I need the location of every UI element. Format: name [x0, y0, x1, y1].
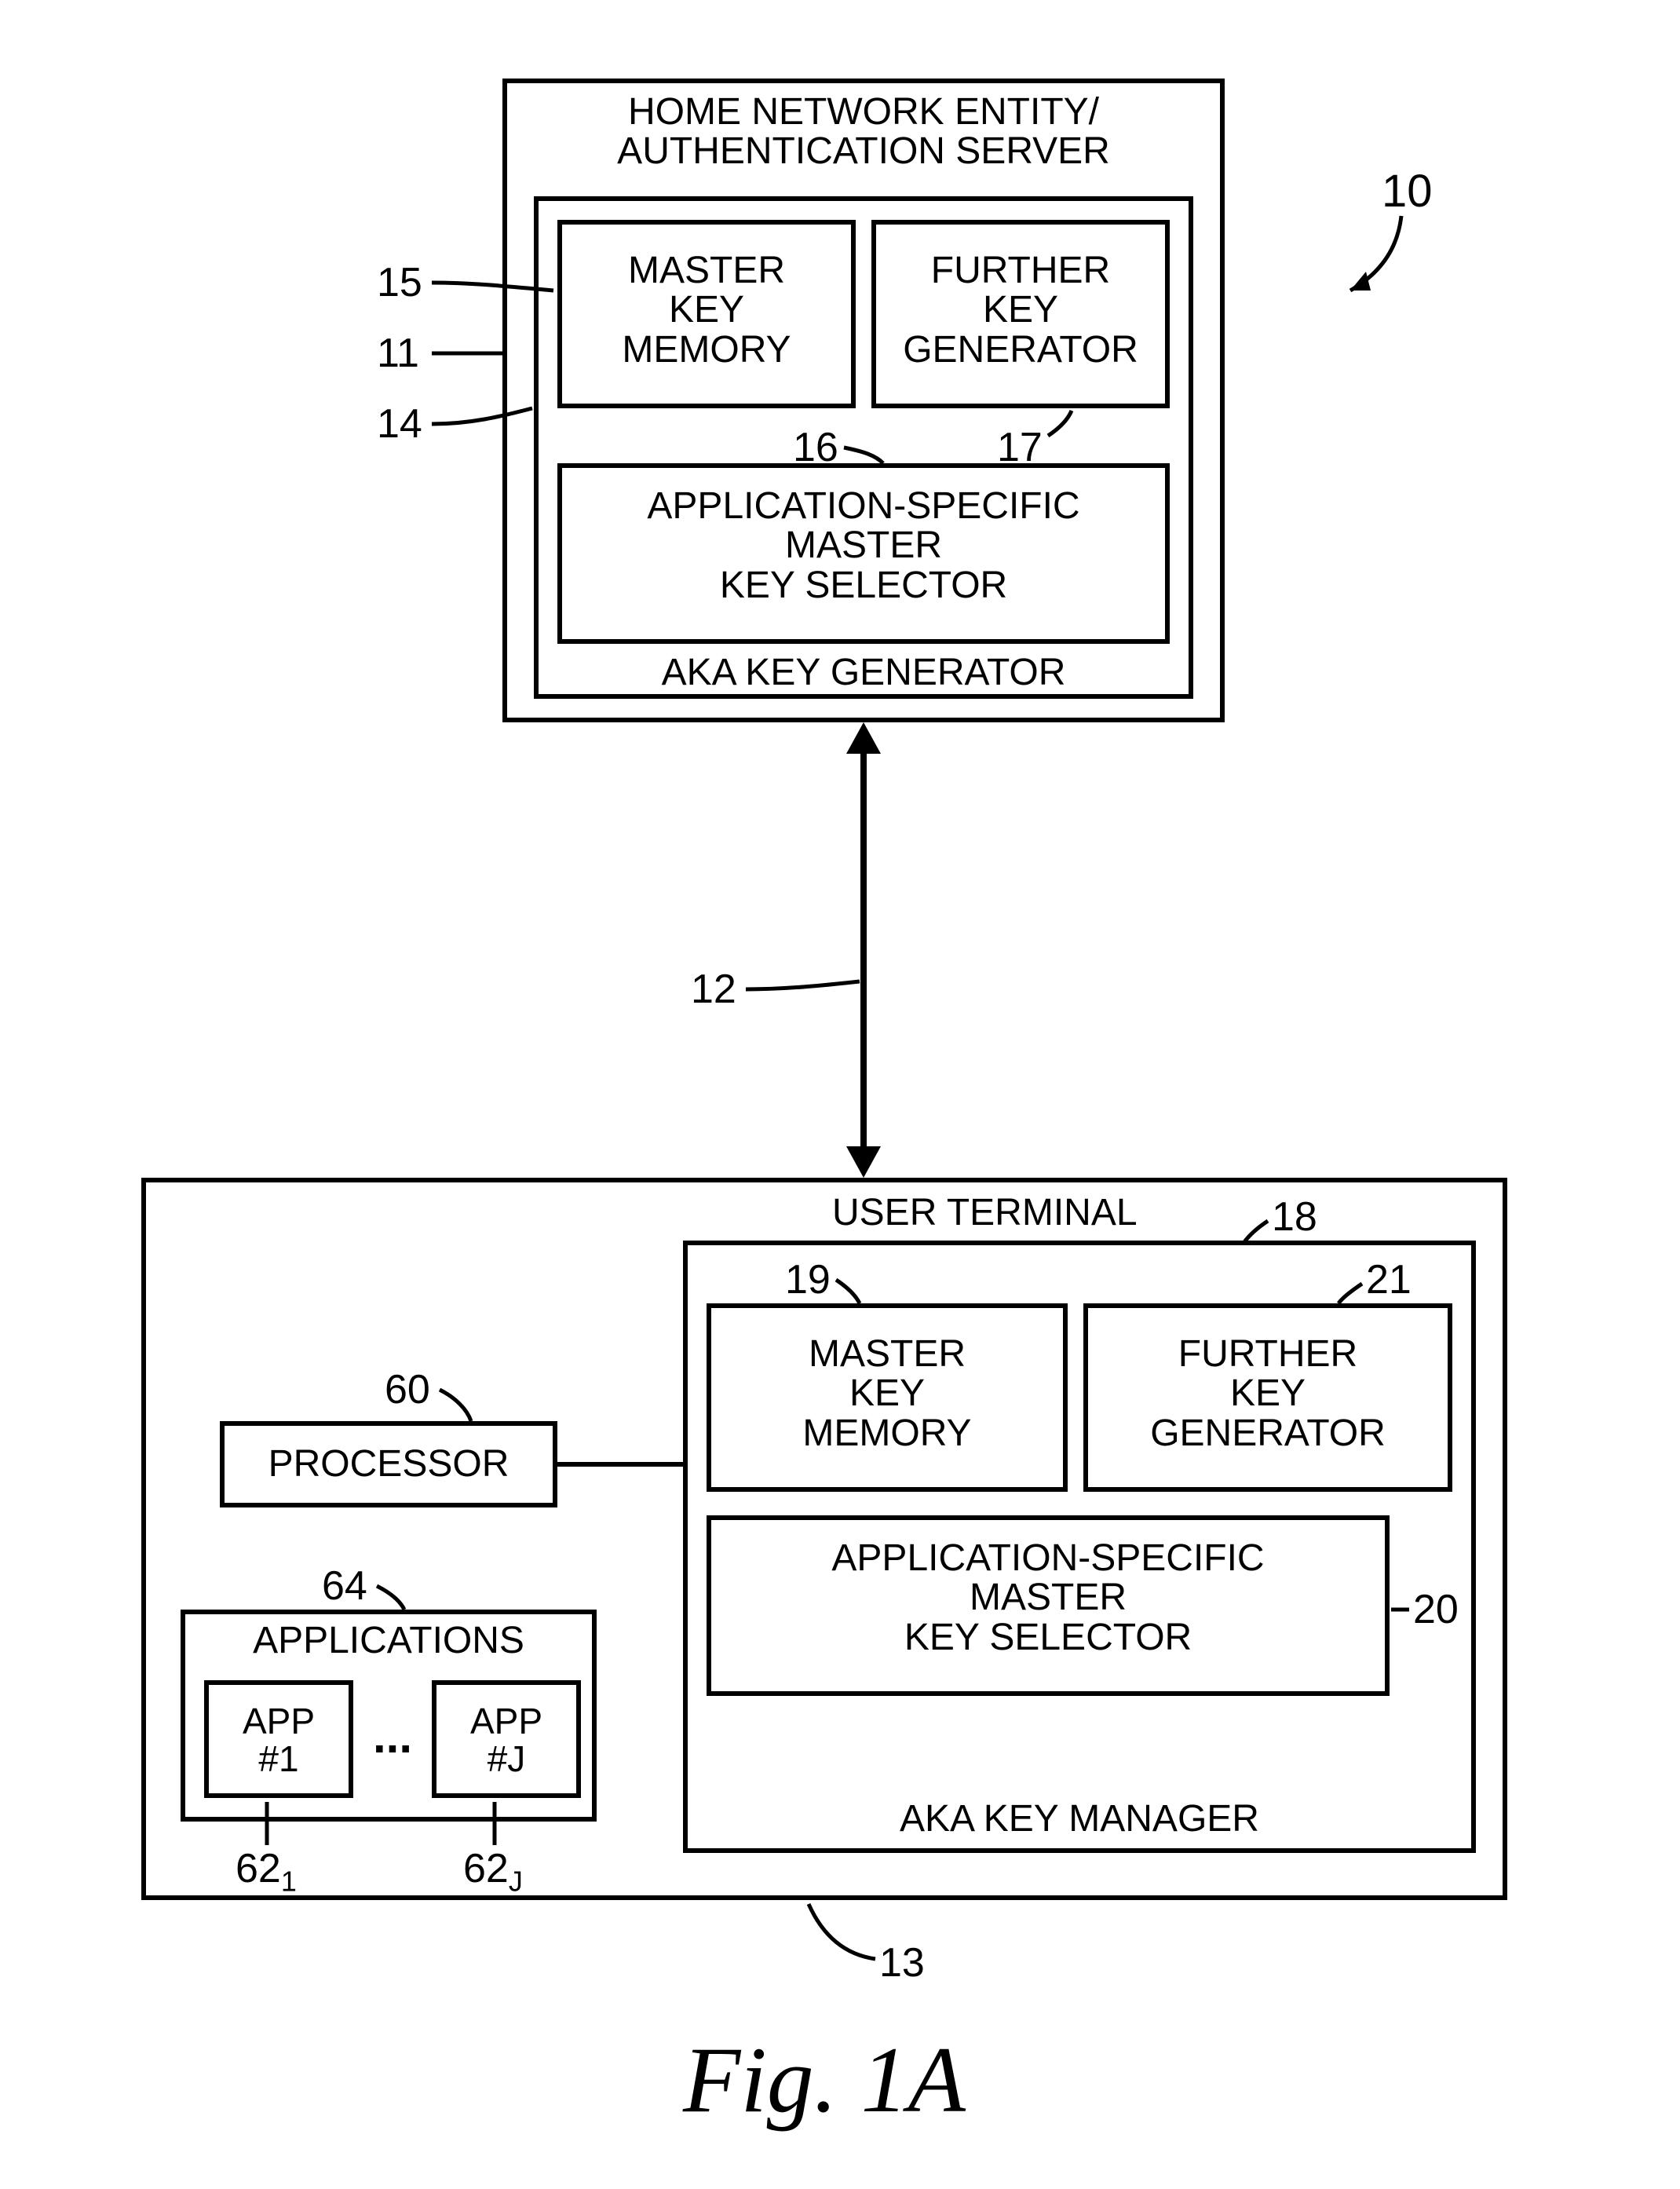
figure-caption: Fig. 1A [550, 2026, 1099, 2134]
lead-13 [0, 0, 1680, 2189]
